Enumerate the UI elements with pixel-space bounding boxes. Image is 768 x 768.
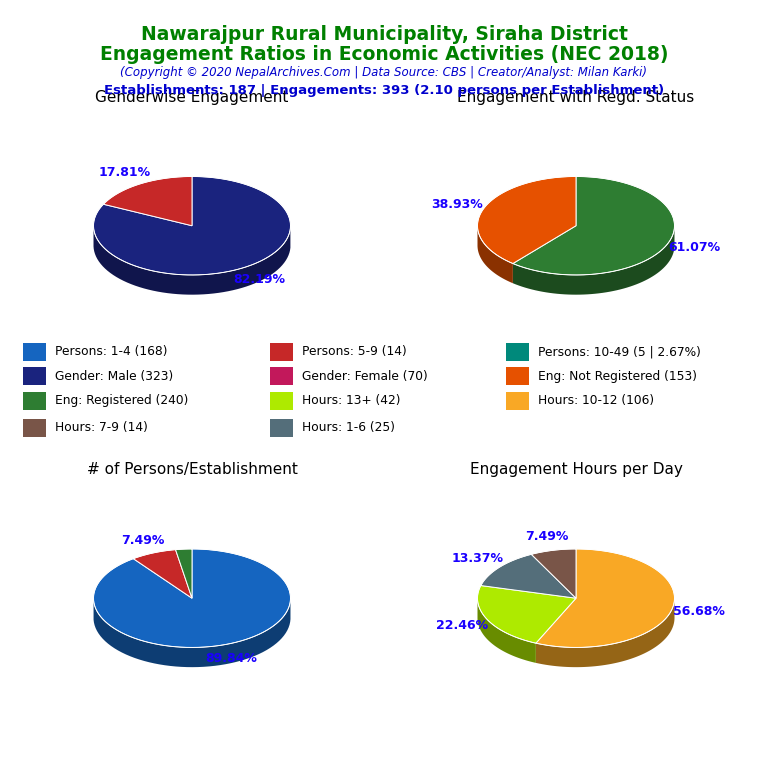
Title: # of Persons/Establishment: # of Persons/Establishment	[87, 462, 297, 478]
Text: Hours: 1-6 (25): Hours: 1-6 (25)	[302, 421, 396, 434]
Bar	[23, 392, 46, 410]
Text: Eng: Registered (240): Eng: Registered (240)	[55, 395, 189, 407]
Bar	[270, 419, 293, 436]
Text: Establishments: 187 | Engagements: 393 (2.10 persons per Establishment): Establishments: 187 | Engagements: 393 (…	[104, 84, 664, 97]
Polygon shape	[478, 177, 576, 263]
Text: Nawarajpur Rural Municipality, Siraha District: Nawarajpur Rural Municipality, Siraha Di…	[141, 25, 627, 44]
Bar	[505, 343, 529, 361]
Bar	[270, 368, 293, 386]
Polygon shape	[536, 599, 674, 667]
Text: 56.68%: 56.68%	[674, 605, 725, 617]
Polygon shape	[478, 227, 513, 283]
Text: 38.93%: 38.93%	[432, 197, 483, 210]
Text: 89.84%: 89.84%	[206, 651, 257, 664]
Text: 82.19%: 82.19%	[233, 273, 285, 286]
Bar	[23, 419, 46, 436]
Polygon shape	[94, 227, 290, 295]
Polygon shape	[513, 227, 674, 295]
Text: Gender: Male (323): Gender: Male (323)	[55, 370, 174, 383]
Polygon shape	[104, 177, 192, 226]
Polygon shape	[513, 177, 674, 275]
Text: 17.81%: 17.81%	[99, 166, 151, 179]
Polygon shape	[94, 600, 290, 667]
Bar	[23, 368, 46, 386]
Text: Persons: 10-49 (5 | 2.67%): Persons: 10-49 (5 | 2.67%)	[538, 346, 701, 359]
Text: (Copyright © 2020 NepalArchives.Com | Data Source: CBS | Creator/Analyst: Milan : (Copyright © 2020 NepalArchives.Com | Da…	[121, 66, 647, 79]
Polygon shape	[478, 585, 576, 643]
Text: Persons: 1-4 (168): Persons: 1-4 (168)	[55, 346, 167, 359]
Text: 7.49%: 7.49%	[525, 531, 568, 544]
Text: 13.37%: 13.37%	[452, 552, 504, 565]
Bar	[23, 343, 46, 361]
Polygon shape	[134, 550, 192, 598]
Bar	[505, 368, 529, 386]
Polygon shape	[481, 554, 576, 598]
Text: Persons: 5-9 (14): Persons: 5-9 (14)	[302, 346, 407, 359]
Bar	[270, 343, 293, 361]
Polygon shape	[531, 549, 576, 598]
Text: Hours: 10-12 (106): Hours: 10-12 (106)	[538, 395, 654, 407]
Text: Hours: 13+ (42): Hours: 13+ (42)	[302, 395, 401, 407]
Title: Engagement Hours per Day: Engagement Hours per Day	[469, 462, 683, 478]
Text: Hours: 7-9 (14): Hours: 7-9 (14)	[55, 421, 148, 434]
Title: Engagement with Regd. Status: Engagement with Regd. Status	[458, 90, 694, 105]
Text: Eng: Not Registered (153): Eng: Not Registered (153)	[538, 370, 697, 383]
Polygon shape	[536, 549, 674, 647]
Text: Gender: Female (70): Gender: Female (70)	[302, 370, 428, 383]
Polygon shape	[176, 549, 192, 598]
Polygon shape	[94, 549, 290, 647]
Text: 22.46%: 22.46%	[436, 619, 488, 632]
Polygon shape	[94, 177, 290, 275]
Text: Engagement Ratios in Economic Activities (NEC 2018): Engagement Ratios in Economic Activities…	[100, 45, 668, 64]
Title: Genderwise Engagement: Genderwise Engagement	[95, 90, 289, 105]
Bar	[505, 392, 529, 410]
Polygon shape	[478, 599, 536, 663]
Text: 61.07%: 61.07%	[668, 240, 720, 253]
Text: 7.49%: 7.49%	[121, 534, 164, 547]
Bar	[270, 392, 293, 410]
